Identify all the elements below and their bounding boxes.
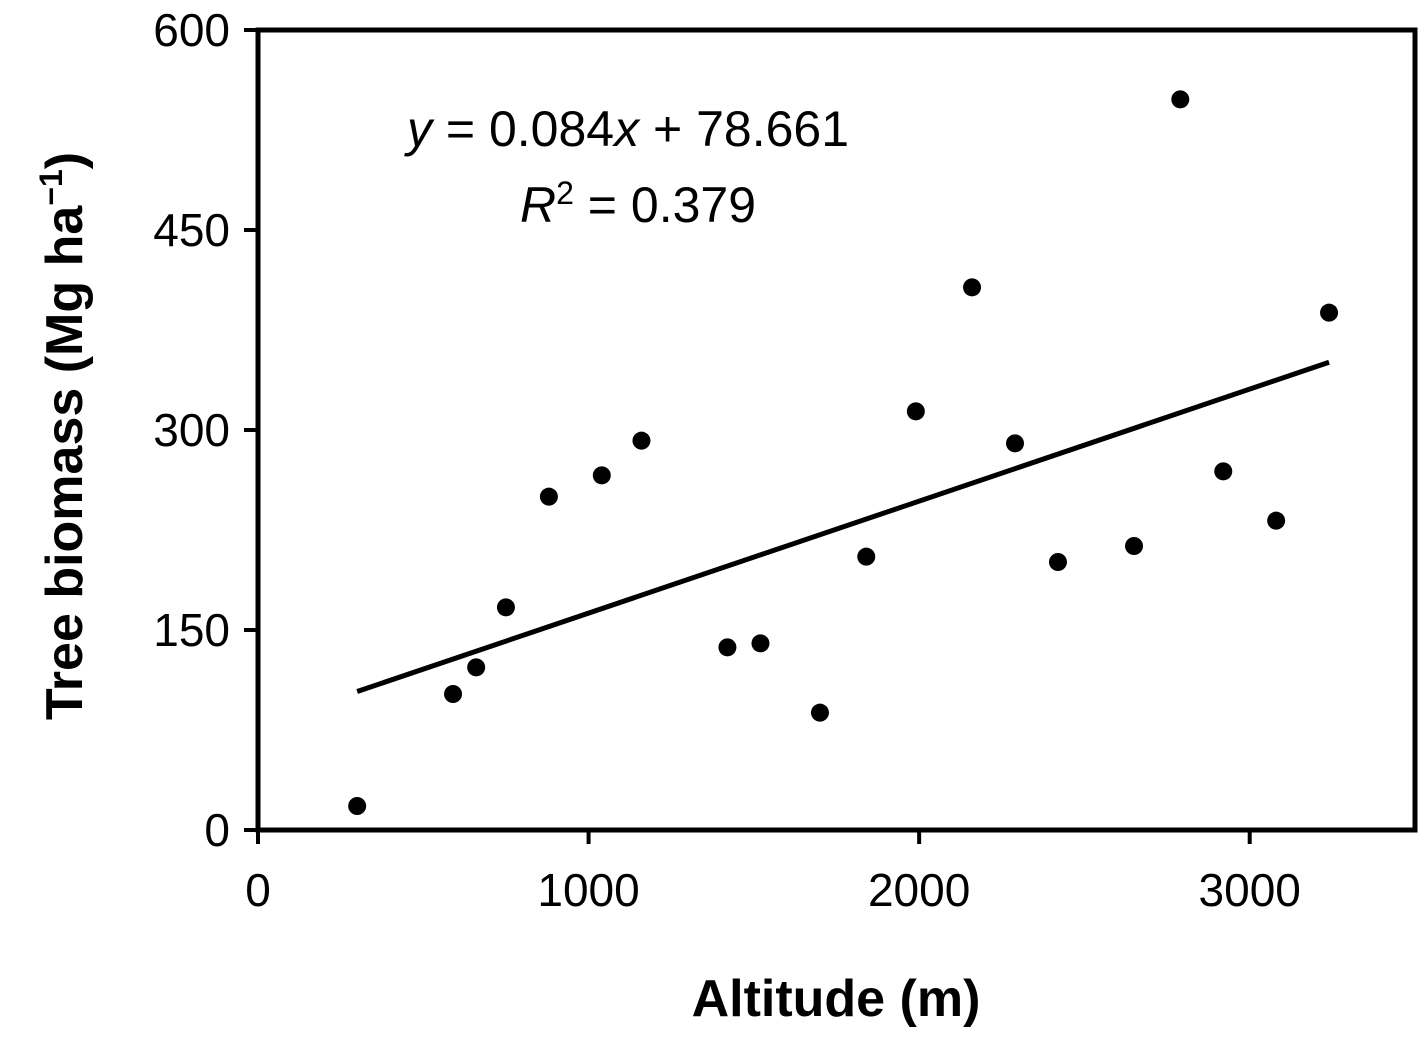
- data-point: [1006, 434, 1025, 453]
- y-tick-label: 300: [153, 404, 230, 456]
- y-axis-title: Tree biomass (Mg ha−1): [33, 152, 94, 720]
- y-axis-title-main: Tree biomass (Mg ha: [36, 205, 94, 720]
- data-point: [751, 634, 770, 653]
- data-point: [963, 278, 982, 297]
- x-tick-label: 0: [245, 864, 271, 916]
- data-point: [810, 703, 829, 722]
- x-tick-label: 1000: [537, 864, 639, 916]
- data-point: [592, 466, 611, 485]
- r2-letter: R: [520, 177, 556, 233]
- x-axis-ticks: 0 1000 2000 3000: [245, 830, 1301, 916]
- data-point: [1214, 462, 1233, 481]
- x-tick-label: 2000: [868, 864, 970, 916]
- data-point: [718, 638, 737, 657]
- y-tick-label: 600: [153, 4, 230, 56]
- data-point: [1267, 511, 1286, 530]
- equation-intercept: + 78.661: [639, 101, 849, 157]
- data-point: [348, 797, 367, 815]
- plot-area-frame: [255, 27, 1418, 833]
- data-point: [444, 685, 463, 703]
- r-squared: R2 = 0.379: [520, 175, 756, 233]
- y-axis-title-close: ): [36, 152, 94, 169]
- data-point: [496, 598, 515, 617]
- y-axis-ticks: 0 150 300 450 600: [153, 4, 258, 856]
- r2-value: = 0.379: [574, 177, 756, 233]
- data-point: [539, 487, 558, 506]
- y-tick-label: 450: [153, 204, 230, 256]
- data-point: [632, 431, 651, 450]
- data-point: [906, 402, 925, 421]
- y-axis-title-exponent: −1: [33, 169, 69, 205]
- data-point: [1171, 90, 1190, 109]
- data-point: [1320, 303, 1339, 322]
- equation-x-symbol: x: [612, 101, 641, 157]
- data-point: [857, 547, 876, 566]
- x-axis-title: Altitude (m): [692, 970, 981, 1028]
- trendline: [356, 359, 1330, 694]
- regression-equation: y = 0.084x + 78.661: [404, 101, 849, 157]
- equation-slope: = 0.084: [432, 101, 614, 157]
- data-point: [1125, 537, 1144, 555]
- data-point: [467, 658, 486, 677]
- y-tick-label: 150: [153, 604, 230, 656]
- data-points: [348, 90, 1339, 815]
- data-point: [1048, 553, 1067, 571]
- r2-exponent: 2: [556, 175, 574, 211]
- equation-y-symbol: y: [404, 101, 435, 157]
- y-tick-label: 0: [204, 804, 230, 856]
- x-tick-label: 3000: [1199, 864, 1301, 916]
